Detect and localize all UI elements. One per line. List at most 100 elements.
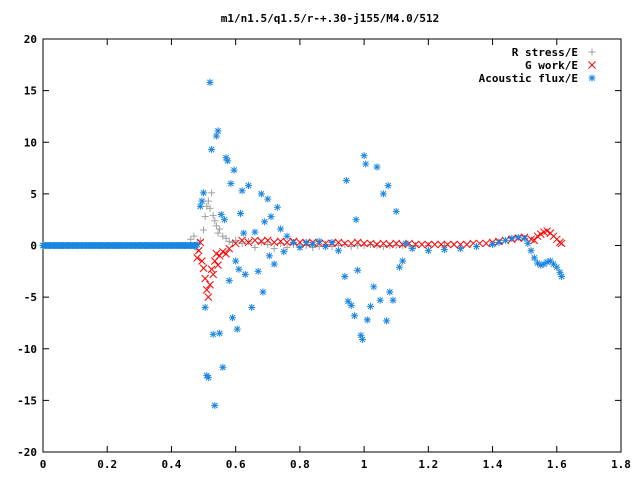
data-point: [402, 239, 410, 247]
data-point: [341, 272, 349, 280]
legend-marker: [588, 74, 596, 82]
data-point: [283, 238, 291, 247]
x-tick-label: 1: [361, 458, 368, 471]
data-point: [408, 245, 416, 253]
data-point: [245, 237, 253, 245]
data-point: [207, 265, 216, 274]
data-point: [257, 238, 265, 246]
data-point: [383, 317, 391, 325]
data-point: [302, 238, 310, 246]
x-tick-label: 0.4: [162, 458, 182, 471]
data-point: [206, 78, 214, 86]
data-point: [550, 260, 558, 268]
data-point: [254, 267, 262, 275]
data-point: [238, 236, 246, 245]
legend-marker: [588, 48, 596, 56]
data-point: [233, 325, 241, 333]
data-point: [463, 240, 471, 249]
data-point: [222, 234, 230, 242]
data-point: [245, 182, 253, 190]
data-point: [212, 222, 220, 230]
data-point: [283, 232, 291, 240]
data-point: [264, 195, 272, 203]
y-tick-label: 10: [24, 136, 37, 149]
data-point: [473, 243, 480, 251]
x-tick-label: 1.4: [483, 458, 503, 471]
data-point: [211, 217, 219, 225]
data-point: [198, 257, 206, 265]
data-point: [501, 236, 509, 244]
data-point: [352, 216, 360, 224]
data-point: [350, 312, 358, 320]
data-point: [430, 240, 439, 249]
data-point: [204, 293, 213, 301]
data-point: [379, 190, 387, 198]
data-point: [283, 244, 291, 252]
data-point: [225, 237, 233, 245]
data-point: [277, 225, 285, 233]
data-point: [270, 260, 278, 268]
x-tick-label: 1.8: [611, 458, 631, 471]
data-point: [482, 239, 490, 248]
data-point: [392, 207, 400, 215]
data-point: [270, 245, 278, 253]
data-point: [411, 242, 419, 249]
data-point: [230, 166, 238, 174]
data-point: [440, 246, 448, 254]
data-point: [235, 265, 243, 273]
data-point: [201, 274, 210, 283]
data-point: [248, 303, 256, 311]
data-point: [192, 242, 200, 249]
data-point: [228, 314, 236, 322]
data-point: [244, 238, 253, 247]
data-point: [373, 242, 381, 249]
data-point: [206, 280, 214, 289]
data-point: [190, 232, 198, 240]
data-point: [558, 272, 566, 280]
axis-ticks: 0 0.2 0.4 0.6 0.8 1 1.2 1.4 1.6 1.8 20 15 10 5 0 -5 -10 -…: [17, 33, 631, 471]
data-point: [514, 233, 522, 241]
data-point: [200, 189, 208, 197]
data-point: [231, 239, 240, 248]
data-point: [251, 228, 259, 236]
legend-label: G work/E: [525, 59, 578, 72]
data-point: [187, 235, 195, 243]
data-point: [367, 302, 375, 310]
data-point: [211, 402, 219, 410]
data-point: [214, 261, 222, 269]
data-point: [418, 240, 426, 249]
data-point: [362, 160, 370, 168]
data-point: [193, 254, 201, 262]
data-point: [456, 245, 464, 253]
data-point: [261, 218, 269, 226]
data-point: [232, 257, 240, 265]
data-point: [263, 236, 272, 245]
data-point: [257, 237, 266, 246]
data-point: [224, 157, 232, 165]
data-point: [222, 249, 230, 258]
data-point: [214, 229, 222, 237]
y-tick-label: -10: [17, 343, 37, 356]
x-tick-label: 1.2: [418, 458, 438, 471]
legend-marker: [588, 61, 596, 69]
data-point: [527, 247, 535, 255]
series-1: [193, 227, 566, 301]
data-point: [289, 238, 297, 246]
data-point: [199, 264, 208, 273]
data-point: [424, 247, 432, 255]
data-point: [392, 239, 401, 248]
data-point: [370, 283, 378, 291]
series-2: [39, 78, 566, 410]
data-point: [217, 211, 225, 219]
y-tick-label: 15: [24, 85, 37, 98]
data-point: [450, 240, 458, 249]
data-point: [373, 240, 381, 249]
x-tick-label: 0: [40, 458, 47, 471]
data-point: [395, 263, 403, 271]
data-point: [265, 252, 273, 260]
data-point: [530, 236, 539, 245]
data-point: [201, 303, 209, 311]
data-point: [354, 266, 362, 274]
series-0: [187, 189, 448, 254]
data-point: [322, 243, 330, 251]
